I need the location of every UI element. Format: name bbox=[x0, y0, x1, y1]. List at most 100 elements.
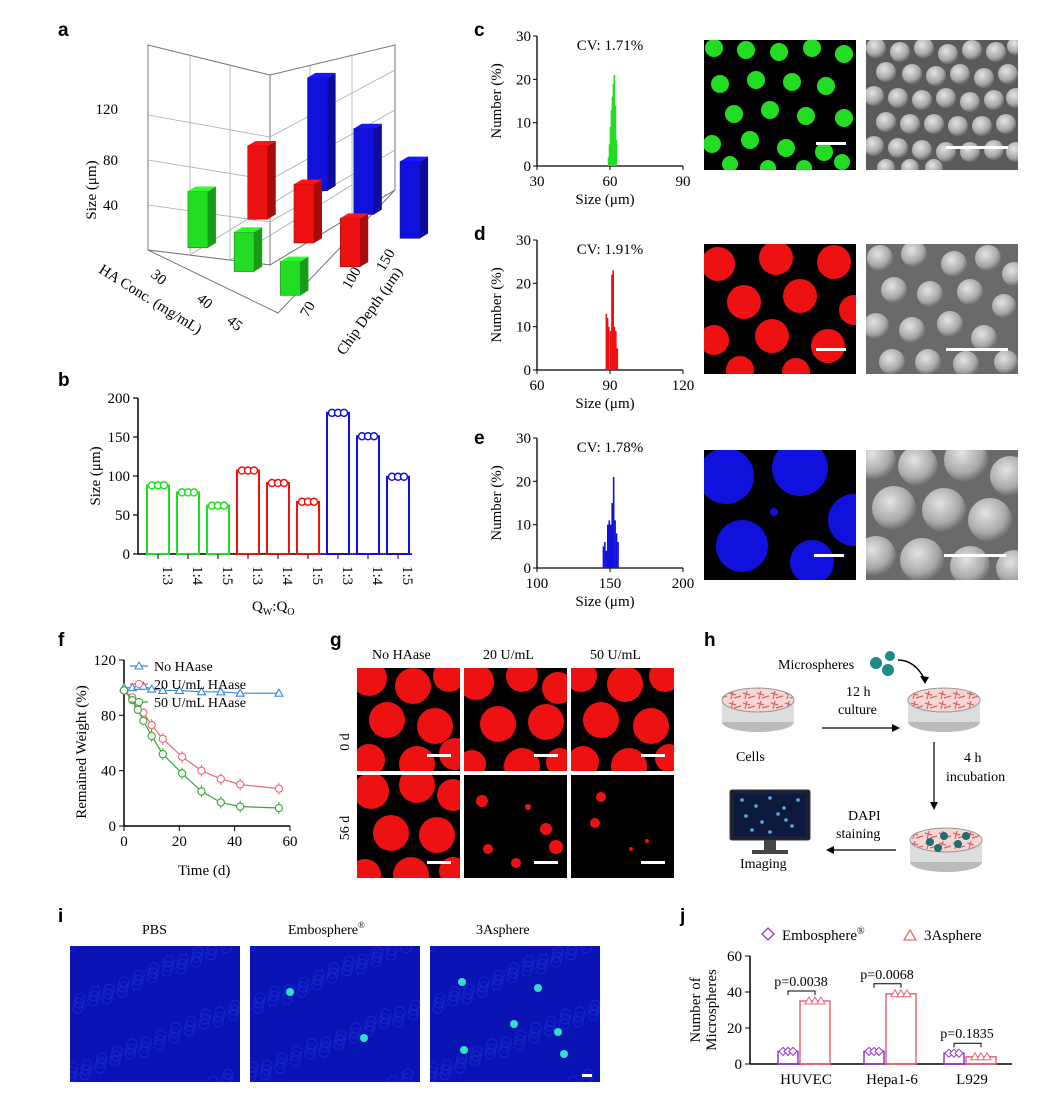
f-point bbox=[174, 685, 185, 694]
sem-microsphere bbox=[1006, 142, 1018, 162]
i-nucleus bbox=[70, 1066, 78, 1078]
a-ytick-70: 70 bbox=[298, 299, 319, 320]
f-xtick-label: 0 bbox=[120, 834, 128, 850]
j-xtick-label: L929 bbox=[956, 1072, 988, 1088]
j-legend-marker bbox=[761, 927, 775, 941]
i-nucleus bbox=[485, 1043, 497, 1055]
i-nucleus bbox=[261, 1059, 273, 1071]
hist-ytick-label: 0 bbox=[524, 159, 532, 175]
f-point bbox=[158, 734, 167, 743]
fluorescent-microsphere bbox=[705, 40, 723, 57]
i-nucleus bbox=[118, 976, 130, 988]
fluorescent-microsphere bbox=[817, 245, 851, 279]
b-xtick-label: 1:5 bbox=[219, 566, 235, 585]
g-microsphere bbox=[357, 744, 385, 771]
g-scale-bar bbox=[641, 861, 665, 864]
i-nucleus bbox=[269, 985, 281, 997]
f-point bbox=[128, 695, 137, 705]
sem-microsphere bbox=[888, 88, 908, 108]
sem-microsphere bbox=[917, 281, 943, 307]
b-bar-2 bbox=[206, 504, 230, 556]
i-nucleus bbox=[335, 1029, 347, 1041]
b-xtick-label: 1:3 bbox=[249, 566, 265, 585]
i-nucleus bbox=[440, 1064, 452, 1076]
hist-ytick-label: 0 bbox=[524, 561, 532, 577]
i-nucleus bbox=[409, 999, 420, 1011]
i-nucleus bbox=[551, 951, 563, 963]
sem-microsphere bbox=[888, 138, 908, 158]
sem-microsphere bbox=[984, 90, 1004, 110]
b-bar-5 bbox=[296, 500, 320, 555]
f-legend-label: No HAase bbox=[154, 660, 213, 675]
g-microsphere bbox=[464, 750, 486, 771]
hist-ytick-label: 20 bbox=[516, 276, 531, 292]
f-point bbox=[177, 752, 187, 761]
g-0d-no-haase bbox=[357, 668, 460, 771]
i-nucleus bbox=[170, 1022, 182, 1034]
fluorescent-microsphere bbox=[834, 154, 850, 170]
hist-bar bbox=[609, 524, 612, 568]
sem-microsphere bbox=[936, 88, 956, 108]
b-bar-7 bbox=[356, 435, 380, 555]
sem-microsphere bbox=[1007, 40, 1018, 55]
f-point bbox=[146, 683, 157, 693]
sem-microsphere bbox=[941, 251, 967, 277]
i-nucleus bbox=[132, 974, 144, 986]
j-point bbox=[874, 1046, 884, 1057]
sem-microsphere bbox=[975, 245, 1001, 271]
i-nucleus bbox=[394, 1006, 406, 1018]
a-bar-side bbox=[314, 179, 322, 243]
fluorescent-microsphere bbox=[782, 358, 810, 374]
h-label-incubation: incubation bbox=[946, 770, 1005, 785]
g-microsphere bbox=[480, 706, 516, 742]
hist-bar bbox=[614, 105, 617, 166]
j-ytick-label: 0 bbox=[735, 1057, 743, 1073]
fluorescent-microsphere bbox=[790, 540, 834, 580]
g-microsphere bbox=[373, 815, 409, 851]
i-nucleus bbox=[349, 1027, 361, 1039]
f-point bbox=[274, 803, 284, 813]
fluorescent-microsphere bbox=[770, 508, 778, 516]
petri-dish-microspheres-icon bbox=[909, 827, 983, 872]
hist-bar bbox=[608, 520, 611, 568]
b-bar-6 bbox=[326, 411, 350, 555]
monitor-nucleus bbox=[740, 798, 744, 802]
i-nucleus bbox=[500, 1036, 512, 1048]
g-microsphere bbox=[476, 795, 488, 807]
sem-microsphere bbox=[867, 245, 893, 271]
a-bar-side bbox=[300, 256, 309, 296]
sem-microsphere bbox=[866, 313, 889, 339]
i-nucleus bbox=[492, 974, 504, 986]
a-bar-side bbox=[254, 227, 263, 272]
b-point bbox=[159, 481, 169, 490]
i-nucleus bbox=[589, 999, 600, 1011]
hist-xtick-label: 150 bbox=[599, 576, 622, 592]
sem-microsphere bbox=[901, 244, 927, 267]
j-point bbox=[788, 1046, 798, 1057]
hist-title: CV: 1.71% bbox=[577, 38, 643, 54]
a-bar-100-40 bbox=[293, 183, 315, 244]
sem-microsphere bbox=[938, 44, 958, 64]
b-point bbox=[309, 497, 319, 506]
i-nucleus bbox=[155, 1029, 167, 1041]
h-label-staining: staining bbox=[836, 827, 880, 842]
i-nucleus bbox=[192, 946, 204, 958]
i-nucleus bbox=[154, 1034, 166, 1046]
i-nucleus bbox=[185, 1015, 197, 1027]
panel-label-e: e bbox=[474, 428, 485, 449]
j-point bbox=[896, 988, 906, 998]
j-xtick-label: HUVEC bbox=[780, 1072, 832, 1088]
g-col-no-haase: No HAase bbox=[372, 648, 431, 663]
hist-bar bbox=[612, 477, 615, 568]
hist-title: CV: 1.91% bbox=[577, 242, 643, 258]
panel-i-dapi-images: PBS Embosphere® 3Asphere bbox=[70, 920, 600, 1082]
g-56d-50u bbox=[571, 775, 674, 878]
g-microsphere bbox=[583, 702, 619, 738]
fluorescent-microsphere bbox=[835, 109, 853, 127]
sem-microsphere bbox=[876, 62, 896, 82]
g-scale-bar bbox=[641, 754, 665, 757]
i-nucleus bbox=[507, 967, 519, 979]
g-0d-50u bbox=[571, 668, 674, 771]
i-nucleus bbox=[228, 1004, 240, 1016]
hist-ytick-label: 0 bbox=[524, 363, 532, 379]
